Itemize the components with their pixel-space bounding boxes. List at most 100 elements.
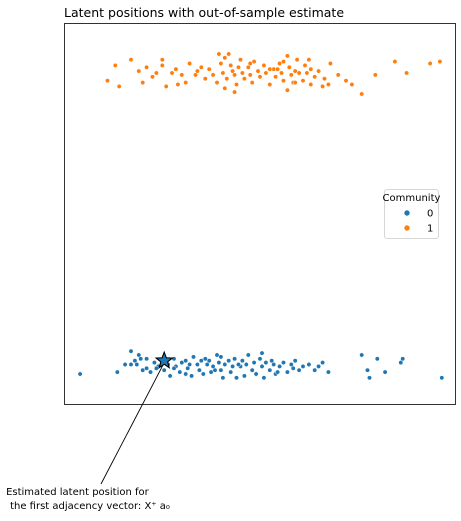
point-community-0-55 <box>263 360 269 366</box>
point-community-1-5 <box>150 74 155 80</box>
point-community-0-8 <box>144 356 150 362</box>
point-community-1-26 <box>230 68 236 74</box>
point-community-1-38 <box>257 74 263 80</box>
point-community-0-23 <box>187 362 193 367</box>
legend-label-community-1: 1 <box>427 224 433 235</box>
point-community-1-65 <box>359 91 365 97</box>
point-community-1-25 <box>228 62 234 68</box>
point-community-1-43 <box>273 74 279 80</box>
legend-marker-community-0 <box>403 209 411 217</box>
point-community-0-16 <box>167 373 173 379</box>
estimate-annotation: Estimated latent position for the first … <box>6 487 170 512</box>
point-community-0-33 <box>210 363 216 369</box>
point-community-0-87 <box>290 365 296 371</box>
estimate-annotation-line-1: Estimated latent position for <box>6 487 150 498</box>
point-community-0-36 <box>218 367 224 373</box>
point-community-1-10 <box>173 66 179 72</box>
point-community-0-20 <box>179 360 185 366</box>
point-community-0-39 <box>226 358 232 364</box>
point-community-1-52 <box>294 57 300 63</box>
point-community-0-85 <box>259 350 265 356</box>
point-community-0-50 <box>251 360 257 366</box>
point-community-0-79 <box>114 369 120 375</box>
point-community-1-19 <box>214 80 220 86</box>
point-community-0-61 <box>281 360 286 366</box>
point-community-0-42 <box>232 356 238 362</box>
annotation-arrow <box>100 362 165 485</box>
point-community-0-83 <box>218 354 224 360</box>
point-community-0-76 <box>398 360 404 366</box>
point-community-0-3 <box>132 358 138 364</box>
point-community-0-49 <box>249 367 255 373</box>
point-community-1-56 <box>304 70 310 76</box>
point-community-0-6 <box>136 352 142 358</box>
point-community-1-85 <box>306 57 312 63</box>
estimate-annotation-line-2: the first adjacency vector: X⁺ a₀ <box>10 501 170 512</box>
point-community-1-61 <box>327 61 333 66</box>
point-community-0-35 <box>216 360 222 366</box>
point-community-0-27 <box>196 367 202 373</box>
point-community-0-75 <box>382 369 388 375</box>
point-community-1-67 <box>392 59 398 65</box>
point-community-0-90 <box>183 371 189 377</box>
point-community-0-54 <box>261 375 267 381</box>
point-community-0-81 <box>171 365 177 371</box>
point-community-1-22 <box>222 85 228 91</box>
point-community-0-64 <box>292 358 298 364</box>
point-community-0-89 <box>153 365 159 371</box>
point-community-1-20 <box>218 61 224 66</box>
point-community-1-18 <box>210 72 216 78</box>
point-community-0-24 <box>189 373 195 379</box>
point-community-1-1 <box>128 57 134 63</box>
point-community-0-47 <box>243 362 249 367</box>
point-community-0-41 <box>230 363 236 369</box>
point-community-0-38 <box>222 362 228 367</box>
point-community-0-43 <box>234 375 239 381</box>
point-community-1-21 <box>220 70 226 76</box>
point-community-1-39 <box>261 62 267 68</box>
point-community-1-45 <box>279 70 284 76</box>
estimate-star-marker <box>154 350 174 369</box>
point-community-1-14 <box>193 72 198 78</box>
point-community-0-78 <box>439 375 445 381</box>
point-community-1-81 <box>116 83 122 89</box>
point-community-1-16 <box>202 76 208 82</box>
point-community-1-75 <box>232 89 238 95</box>
point-community-0-68 <box>312 367 318 373</box>
point-community-0-4 <box>140 367 146 373</box>
point-community-1-37 <box>255 68 261 74</box>
point-community-0-26 <box>194 362 200 367</box>
point-community-0-5 <box>134 362 140 367</box>
point-community-0-1 <box>122 362 128 367</box>
point-community-1-78 <box>281 59 286 65</box>
point-community-1-49 <box>288 72 294 78</box>
point-community-1-47 <box>284 53 290 59</box>
point-community-1-87 <box>175 82 181 87</box>
point-community-0-51 <box>253 371 259 377</box>
point-community-0-72 <box>365 367 370 373</box>
point-community-0-71 <box>359 352 365 358</box>
point-community-0-29 <box>200 371 206 377</box>
point-community-1-41 <box>267 82 273 87</box>
point-community-1-6 <box>153 70 159 76</box>
point-community-0-30 <box>204 362 210 367</box>
point-community-1-44 <box>277 61 283 66</box>
point-community-1-29 <box>236 64 241 70</box>
point-community-0-67 <box>306 362 312 367</box>
point-community-1-30 <box>238 57 243 63</box>
point-community-1-4 <box>144 64 150 70</box>
point-community-1-57 <box>308 66 314 72</box>
point-community-1-59 <box>316 68 322 74</box>
point-community-1-11 <box>179 72 185 78</box>
point-community-0-11 <box>151 360 157 366</box>
point-community-1-53 <box>296 70 302 76</box>
point-community-1-36 <box>251 59 257 65</box>
point-community-1-60 <box>322 76 327 82</box>
point-community-1-7 <box>159 57 165 63</box>
point-community-0-69 <box>320 360 326 366</box>
point-community-1-83 <box>275 66 281 72</box>
point-community-1-74 <box>216 51 222 57</box>
point-community-1-68 <box>404 70 410 76</box>
point-community-1-13 <box>187 61 193 66</box>
